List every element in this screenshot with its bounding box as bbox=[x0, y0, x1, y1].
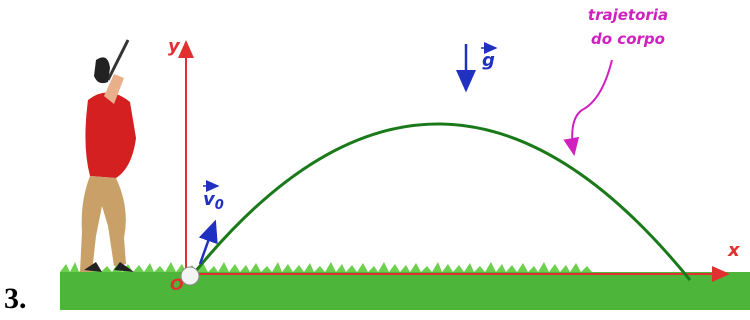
annotation-line: do corpo bbox=[591, 30, 665, 48]
g-label: g bbox=[482, 50, 495, 71]
grass bbox=[60, 272, 750, 310]
golfer bbox=[80, 40, 136, 272]
y-label: y bbox=[168, 36, 181, 57]
annotation-line: trajetoria bbox=[588, 6, 668, 24]
diagram: 3. y x O v0 g trajetoria do corpo bbox=[0, 0, 750, 320]
x-label: x bbox=[727, 240, 741, 261]
ball bbox=[181, 267, 199, 285]
v0-label: v0 bbox=[203, 189, 224, 213]
trajectory bbox=[195, 124, 690, 280]
grass-blades bbox=[60, 262, 750, 272]
page: 3. y x O v0 g trajetoria do corpo (() =>… bbox=[0, 0, 750, 320]
item-number: 3. bbox=[4, 282, 27, 315]
annotation-arrow bbox=[572, 60, 612, 154]
